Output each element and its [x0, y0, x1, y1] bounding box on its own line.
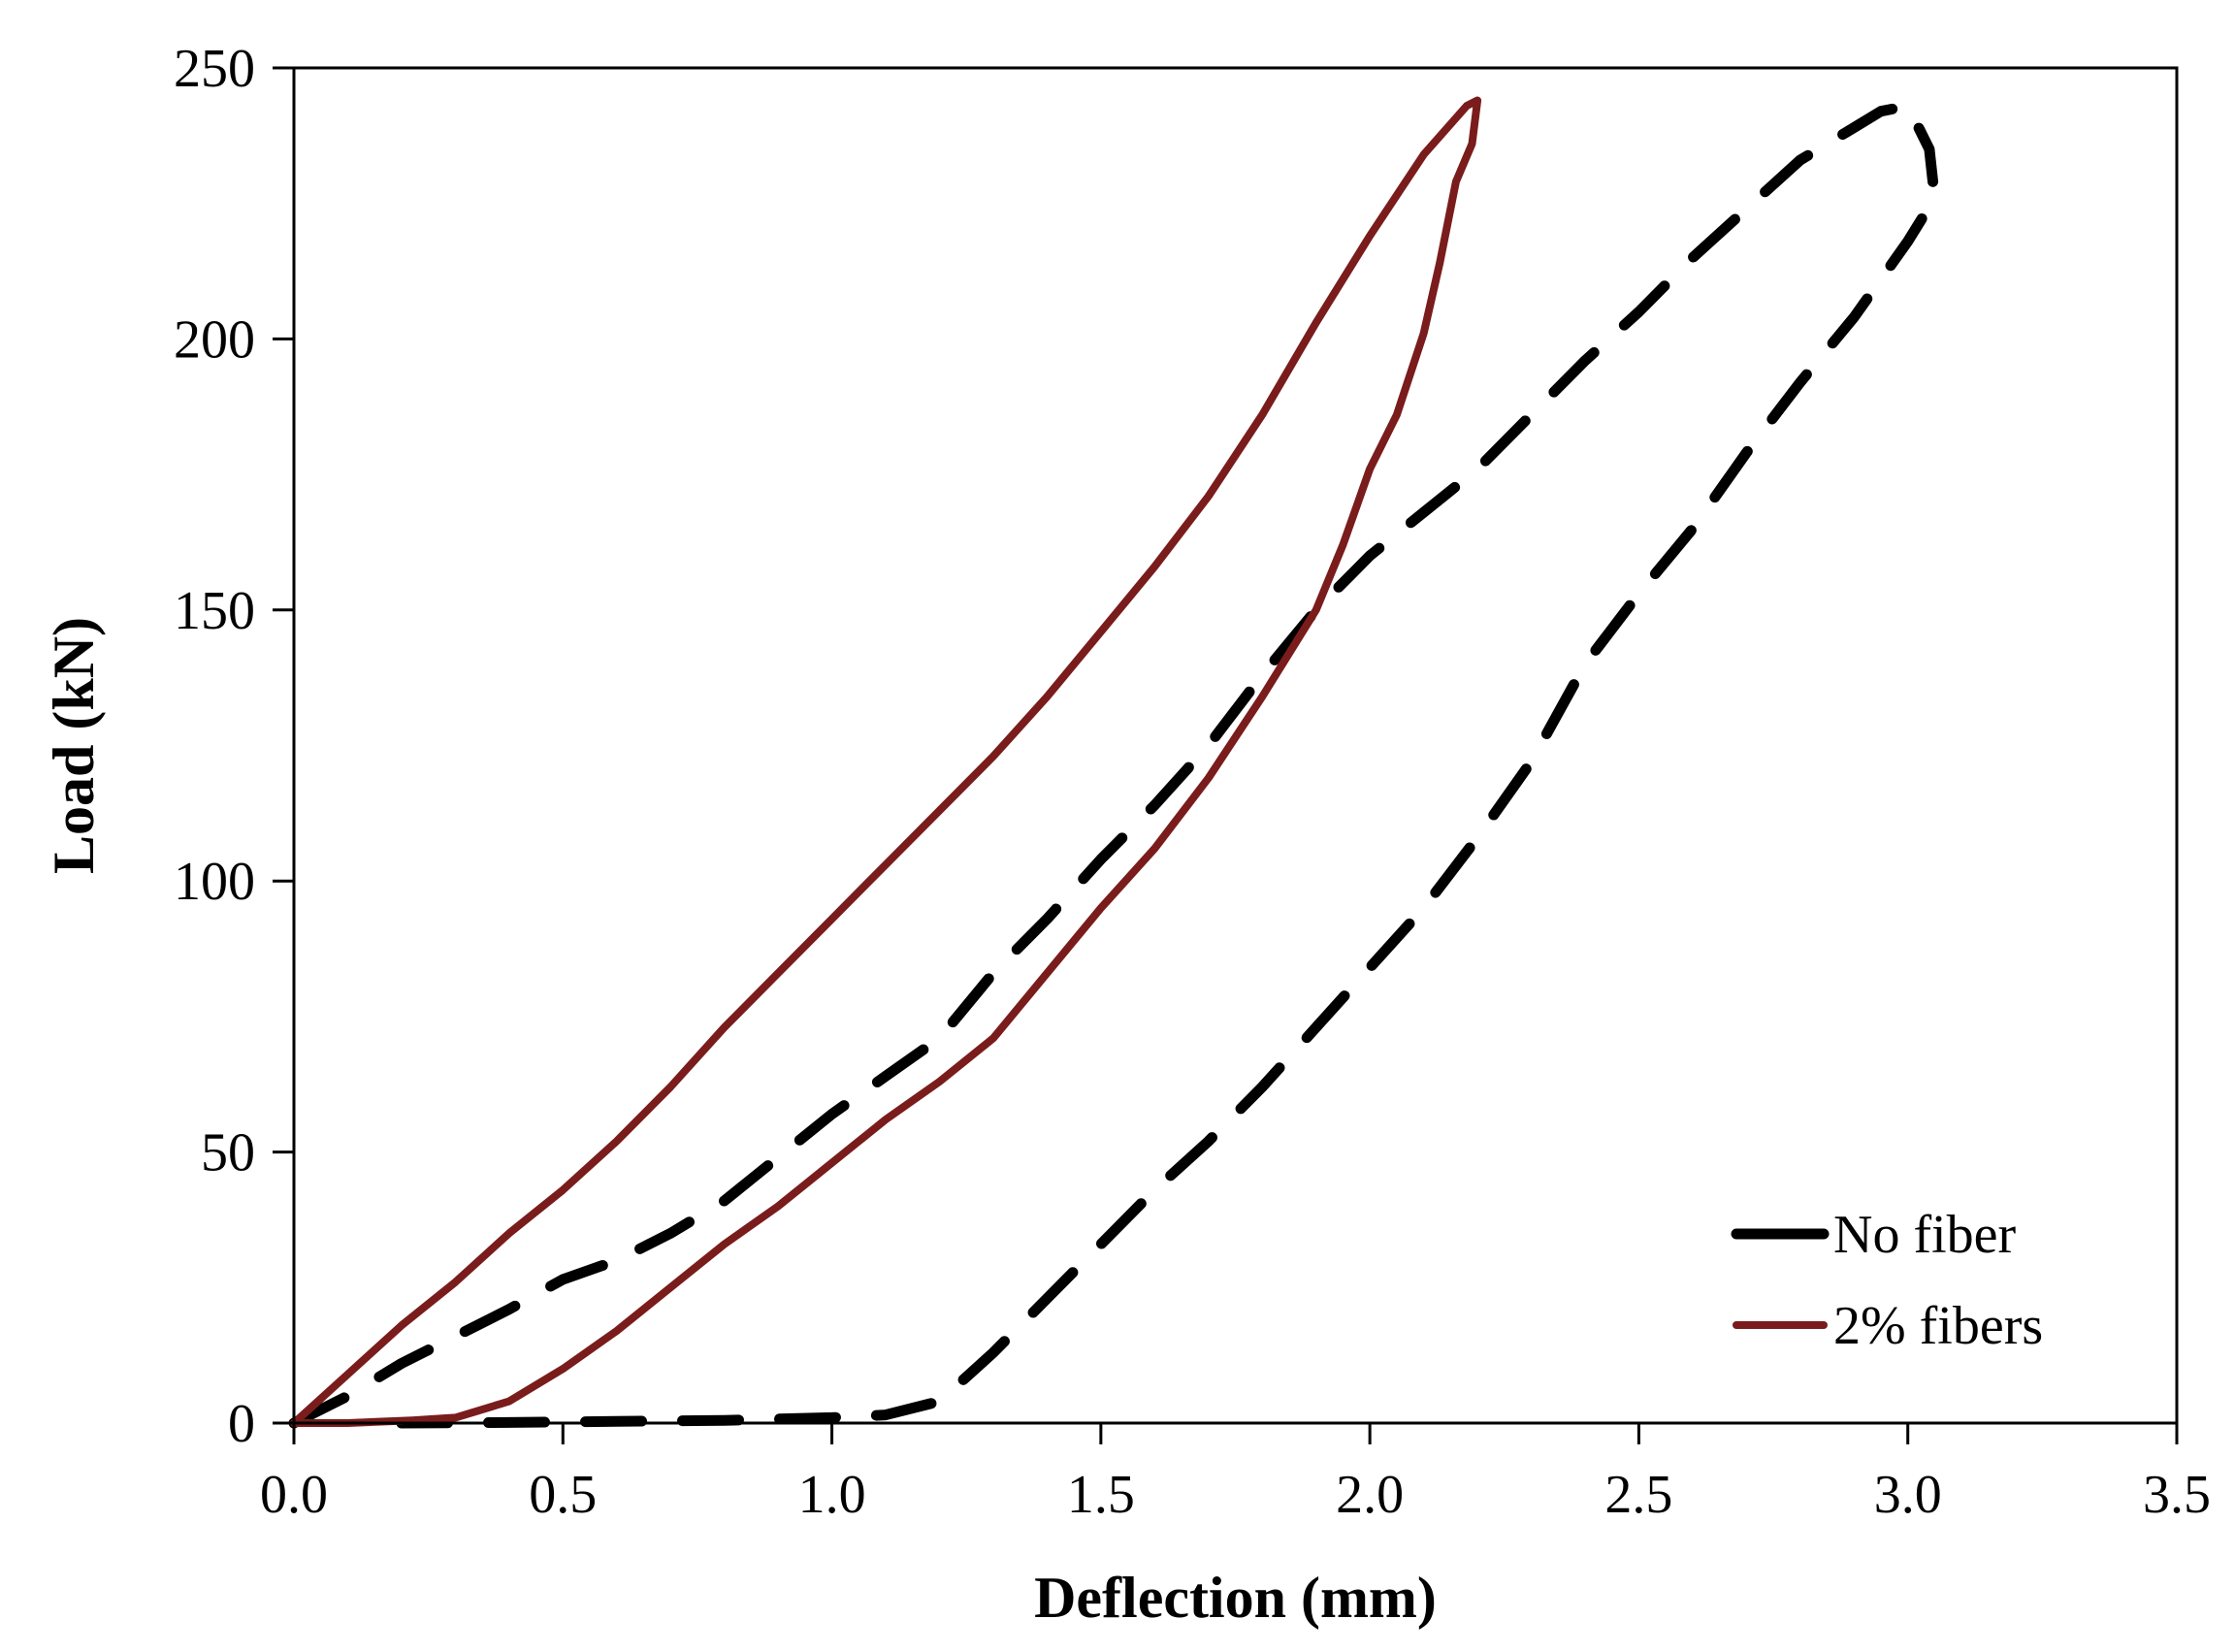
series-line-fibers — [290, 96, 1482, 1427]
x-axis: 0.0 0.5 1.0 1.5 2.0 2.5 3.0 3.5 — [260, 1423, 2211, 1525]
x-tick-label: 0.5 — [529, 1465, 597, 1525]
series-layer — [288, 96, 1940, 1429]
x-tick-label: 0.0 — [260, 1465, 328, 1525]
y-tick-label: 0 — [228, 1394, 255, 1454]
series-line-no-fiber — [288, 100, 1940, 1429]
x-axis-title: Deflection (mm) — [1034, 1566, 1437, 1630]
x-tick-label: 3.0 — [1874, 1465, 1942, 1525]
x-tick-label: 2.0 — [1336, 1465, 1404, 1525]
y-tick-label: 200 — [174, 309, 255, 370]
plot-frame — [292, 66, 2179, 1425]
y-tick-label: 150 — [174, 581, 255, 641]
y-tick-label: 100 — [174, 852, 255, 912]
legend-label: No fiber — [1833, 1205, 2017, 1265]
x-tick-label: 2.5 — [1604, 1465, 1672, 1525]
y-axis: 0 50 100 150 200 250 — [174, 39, 294, 1454]
x-tick-label: 1.5 — [1067, 1465, 1135, 1525]
legend-label: 2% fibers — [1833, 1296, 2043, 1356]
x-tick-label: 3.5 — [2143, 1465, 2211, 1525]
legend: No fiber 2% fibers — [1731, 1205, 2043, 1356]
y-tick-label: 250 — [174, 39, 255, 99]
y-axis-title: Load (kN) — [42, 617, 106, 874]
y-tick-label: 50 — [201, 1123, 255, 1183]
x-tick-label: 1.0 — [798, 1465, 866, 1525]
